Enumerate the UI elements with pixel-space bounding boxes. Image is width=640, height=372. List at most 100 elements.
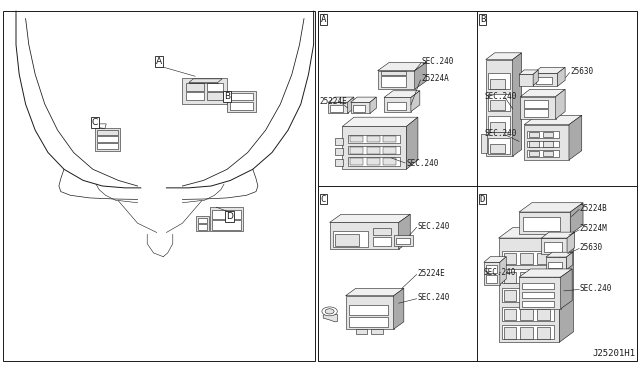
- Polygon shape: [569, 115, 582, 160]
- Bar: [348, 135, 400, 143]
- Bar: [381, 71, 406, 75]
- Bar: [520, 253, 533, 264]
- Bar: [198, 218, 207, 223]
- Polygon shape: [556, 89, 565, 119]
- Bar: [230, 102, 253, 110]
- Bar: [536, 77, 552, 84]
- Bar: [335, 159, 343, 166]
- Text: C: C: [92, 118, 98, 127]
- Bar: [543, 141, 553, 147]
- Bar: [537, 253, 550, 264]
- Polygon shape: [346, 288, 404, 296]
- Bar: [537, 309, 550, 320]
- Bar: [207, 92, 223, 100]
- Bar: [502, 251, 554, 265]
- Polygon shape: [370, 97, 376, 113]
- Bar: [490, 79, 505, 89]
- Text: SEC.240: SEC.240: [417, 222, 450, 231]
- Bar: [373, 237, 391, 246]
- Bar: [367, 158, 380, 165]
- Bar: [527, 131, 559, 138]
- Bar: [504, 272, 516, 283]
- Text: 25224B: 25224B: [580, 204, 607, 213]
- Polygon shape: [394, 288, 404, 329]
- Polygon shape: [519, 269, 572, 277]
- Polygon shape: [384, 91, 420, 97]
- Bar: [537, 290, 550, 301]
- Bar: [346, 296, 394, 329]
- Bar: [367, 136, 380, 142]
- Polygon shape: [415, 62, 426, 89]
- Bar: [520, 309, 533, 320]
- Polygon shape: [513, 53, 522, 156]
- Bar: [186, 83, 204, 91]
- Polygon shape: [520, 89, 565, 97]
- Bar: [541, 238, 567, 254]
- Polygon shape: [566, 252, 573, 270]
- Bar: [520, 290, 533, 301]
- Polygon shape: [500, 257, 506, 285]
- Polygon shape: [330, 214, 410, 222]
- Polygon shape: [519, 70, 538, 74]
- Bar: [529, 132, 539, 137]
- Bar: [523, 217, 560, 231]
- Text: SEC.240: SEC.240: [417, 293, 450, 302]
- Bar: [210, 207, 243, 231]
- Bar: [544, 242, 562, 252]
- Bar: [97, 130, 118, 135]
- Bar: [353, 105, 365, 112]
- Bar: [351, 102, 370, 113]
- Bar: [543, 151, 553, 156]
- Bar: [519, 277, 561, 309]
- Text: A: A: [321, 15, 326, 24]
- Text: 25224A: 25224A: [421, 74, 449, 83]
- Text: 25224E: 25224E: [417, 269, 445, 278]
- Bar: [486, 275, 497, 283]
- Polygon shape: [499, 228, 573, 238]
- Text: D: D: [226, 212, 232, 221]
- Bar: [502, 269, 554, 283]
- Text: SEC.240: SEC.240: [484, 268, 516, 277]
- Bar: [502, 307, 554, 321]
- Bar: [212, 210, 241, 219]
- Bar: [529, 141, 539, 147]
- Bar: [186, 92, 204, 100]
- Bar: [519, 212, 570, 234]
- Bar: [207, 83, 223, 91]
- Bar: [520, 327, 533, 339]
- Bar: [504, 327, 516, 339]
- Bar: [548, 262, 562, 268]
- Bar: [486, 265, 497, 273]
- Bar: [488, 94, 510, 111]
- Bar: [488, 138, 510, 154]
- Bar: [349, 317, 388, 327]
- Bar: [524, 125, 569, 160]
- Bar: [318, 11, 637, 361]
- Bar: [533, 73, 557, 86]
- Bar: [371, 329, 383, 334]
- Bar: [97, 136, 118, 142]
- Bar: [502, 288, 554, 302]
- Bar: [384, 97, 411, 112]
- Polygon shape: [524, 115, 582, 125]
- Bar: [381, 76, 406, 87]
- Bar: [524, 100, 548, 108]
- Bar: [378, 71, 415, 89]
- Bar: [484, 262, 500, 285]
- Bar: [196, 216, 209, 231]
- Bar: [383, 158, 396, 165]
- Bar: [529, 151, 539, 156]
- Bar: [504, 253, 516, 264]
- Circle shape: [322, 307, 337, 316]
- Bar: [348, 157, 400, 166]
- Bar: [520, 272, 533, 283]
- Text: D: D: [480, 195, 485, 203]
- Polygon shape: [342, 117, 418, 126]
- Text: SEC.240: SEC.240: [580, 284, 612, 293]
- Polygon shape: [567, 232, 575, 254]
- Text: SEC.240: SEC.240: [406, 159, 439, 168]
- Text: SEC.240: SEC.240: [421, 57, 454, 66]
- Polygon shape: [323, 314, 337, 322]
- Polygon shape: [348, 97, 354, 113]
- Polygon shape: [189, 79, 222, 83]
